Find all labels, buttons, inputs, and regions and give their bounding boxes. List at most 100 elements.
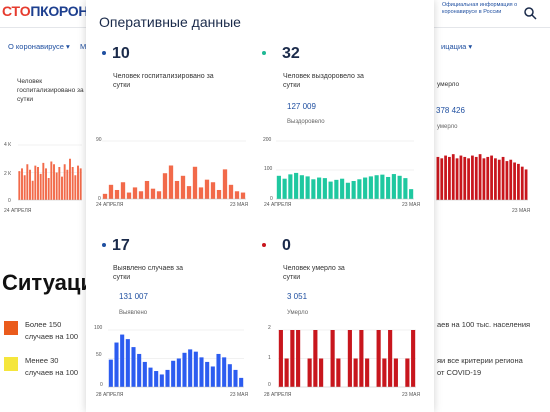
chart-bar	[524, 169, 528, 200]
logo-o: O	[19, 3, 31, 19]
chart-bar	[440, 158, 444, 200]
deaths-total-label: Умерло	[287, 310, 309, 316]
chart-bar	[69, 158, 71, 200]
chart-bar	[490, 155, 493, 200]
chart-bar	[156, 191, 162, 199]
chart-bar	[328, 181, 333, 199]
chart-bar	[120, 334, 125, 387]
chart-bar	[227, 364, 232, 387]
chart-bar	[501, 156, 505, 200]
chart-bar	[222, 169, 228, 199]
cases-chart	[108, 329, 244, 388]
chart-bar	[357, 179, 362, 199]
chart-bar	[278, 330, 283, 387]
chart-bar	[363, 177, 368, 199]
chart-bar	[455, 158, 459, 200]
bg-left-x-start: 24 АПРЕЛЯ	[4, 208, 32, 214]
recovered-number: 32	[282, 45, 300, 62]
chart-bar	[180, 175, 186, 199]
chart-bar	[29, 169, 31, 200]
right-legend-2: яи все критерии региона	[437, 356, 523, 365]
chart-bar	[148, 367, 153, 387]
chart-bar	[334, 179, 339, 199]
chart-bar	[18, 171, 21, 201]
chart-bar	[66, 169, 69, 200]
chart-bar	[403, 178, 408, 199]
chart-bar	[444, 155, 447, 200]
chart-bar	[216, 353, 221, 387]
chart-bar	[37, 167, 39, 200]
chart-bar	[319, 358, 324, 387]
chart-bar	[102, 193, 108, 199]
chart-bar	[159, 374, 164, 387]
chart-bar	[114, 189, 120, 199]
chart-bar	[288, 174, 293, 199]
chart-bar	[192, 166, 198, 199]
chart-bar	[391, 174, 396, 199]
nav-second[interactable]: М	[80, 42, 87, 51]
search-icon[interactable]	[523, 6, 537, 20]
nav-right[interactable]: ицациа ▾	[441, 42, 473, 51]
chart-bar	[154, 371, 159, 387]
chart-bar	[513, 162, 516, 200]
chart-bar	[467, 158, 470, 200]
section-title: Ситуаци	[2, 270, 94, 295]
chart-bar	[436, 156, 440, 200]
recovered-label: Человек выздоровело за сутки	[283, 73, 364, 89]
chart-bar	[108, 184, 114, 199]
chart-bar	[520, 166, 524, 200]
chart-bar	[233, 369, 238, 387]
chart-bar	[307, 358, 312, 387]
chart-bar	[463, 156, 467, 200]
chart-bar	[311, 179, 316, 199]
chart-bar	[336, 358, 341, 387]
chart-bar	[374, 175, 379, 199]
chart-bar	[168, 165, 174, 199]
hospitalized-label: Человек госпитализировано за сутки	[113, 73, 214, 89]
x-end: 23 МАЯ	[230, 202, 249, 208]
chart-bar	[182, 352, 187, 387]
chart-bar	[165, 369, 170, 387]
chart-bar	[45, 168, 47, 200]
bg-right-card-label: умерло	[437, 81, 460, 88]
card-dot	[262, 51, 266, 55]
x-start: 28 АПРЕЛЯ	[96, 392, 124, 398]
chart-bar	[505, 161, 509, 200]
chart-bar	[210, 182, 216, 199]
chart-bar	[71, 167, 74, 200]
bg-left-tick: 2 К	[4, 171, 12, 177]
right-legend-3: от COVID-19	[437, 368, 482, 377]
chart-bar	[79, 168, 82, 200]
operational-data-modal: Оперативные данные 10 Человек госпитализ…	[86, 0, 434, 412]
x-end: 23 МАЯ	[230, 392, 249, 398]
cases-total: 131 007	[119, 292, 148, 301]
legend-orange-square	[4, 321, 18, 335]
right-legend-1: аев на 100 тыс. населения	[437, 320, 531, 329]
chart-bar	[176, 358, 181, 387]
chart-bar	[409, 189, 414, 199]
chart-bar	[222, 357, 227, 387]
chart-bar	[240, 192, 246, 199]
chart-bar	[26, 164, 29, 200]
chart-bar	[137, 353, 142, 387]
chart-bar	[471, 155, 474, 200]
bg-right-card-value: 378 426	[436, 106, 465, 115]
bg-left-card-label: Человек госпитализировано за сутки	[17, 78, 84, 103]
chart-bar	[330, 330, 335, 387]
header-info-text[interactable]: Официальная информация о коронавирусе в …	[442, 2, 518, 15]
chart-bar	[276, 175, 281, 199]
nav-about[interactable]: О коронавирусе ▾	[8, 42, 70, 51]
chart-bar	[108, 359, 113, 387]
bg-right-x-end: 23 МАЯ	[512, 208, 531, 214]
chart-bar	[382, 358, 387, 387]
y-tick: 50	[96, 352, 102, 358]
chart-bar	[204, 179, 210, 199]
chart-bar	[42, 162, 45, 201]
chart-bar	[216, 189, 222, 199]
chart-bar	[411, 330, 416, 387]
chart-bar	[359, 330, 364, 387]
chart-bar	[47, 178, 50, 200]
bg-left-tick: 0	[8, 198, 11, 204]
chart-bar	[317, 177, 322, 199]
cases-label: Выявлено случаев за сутки	[113, 265, 184, 281]
